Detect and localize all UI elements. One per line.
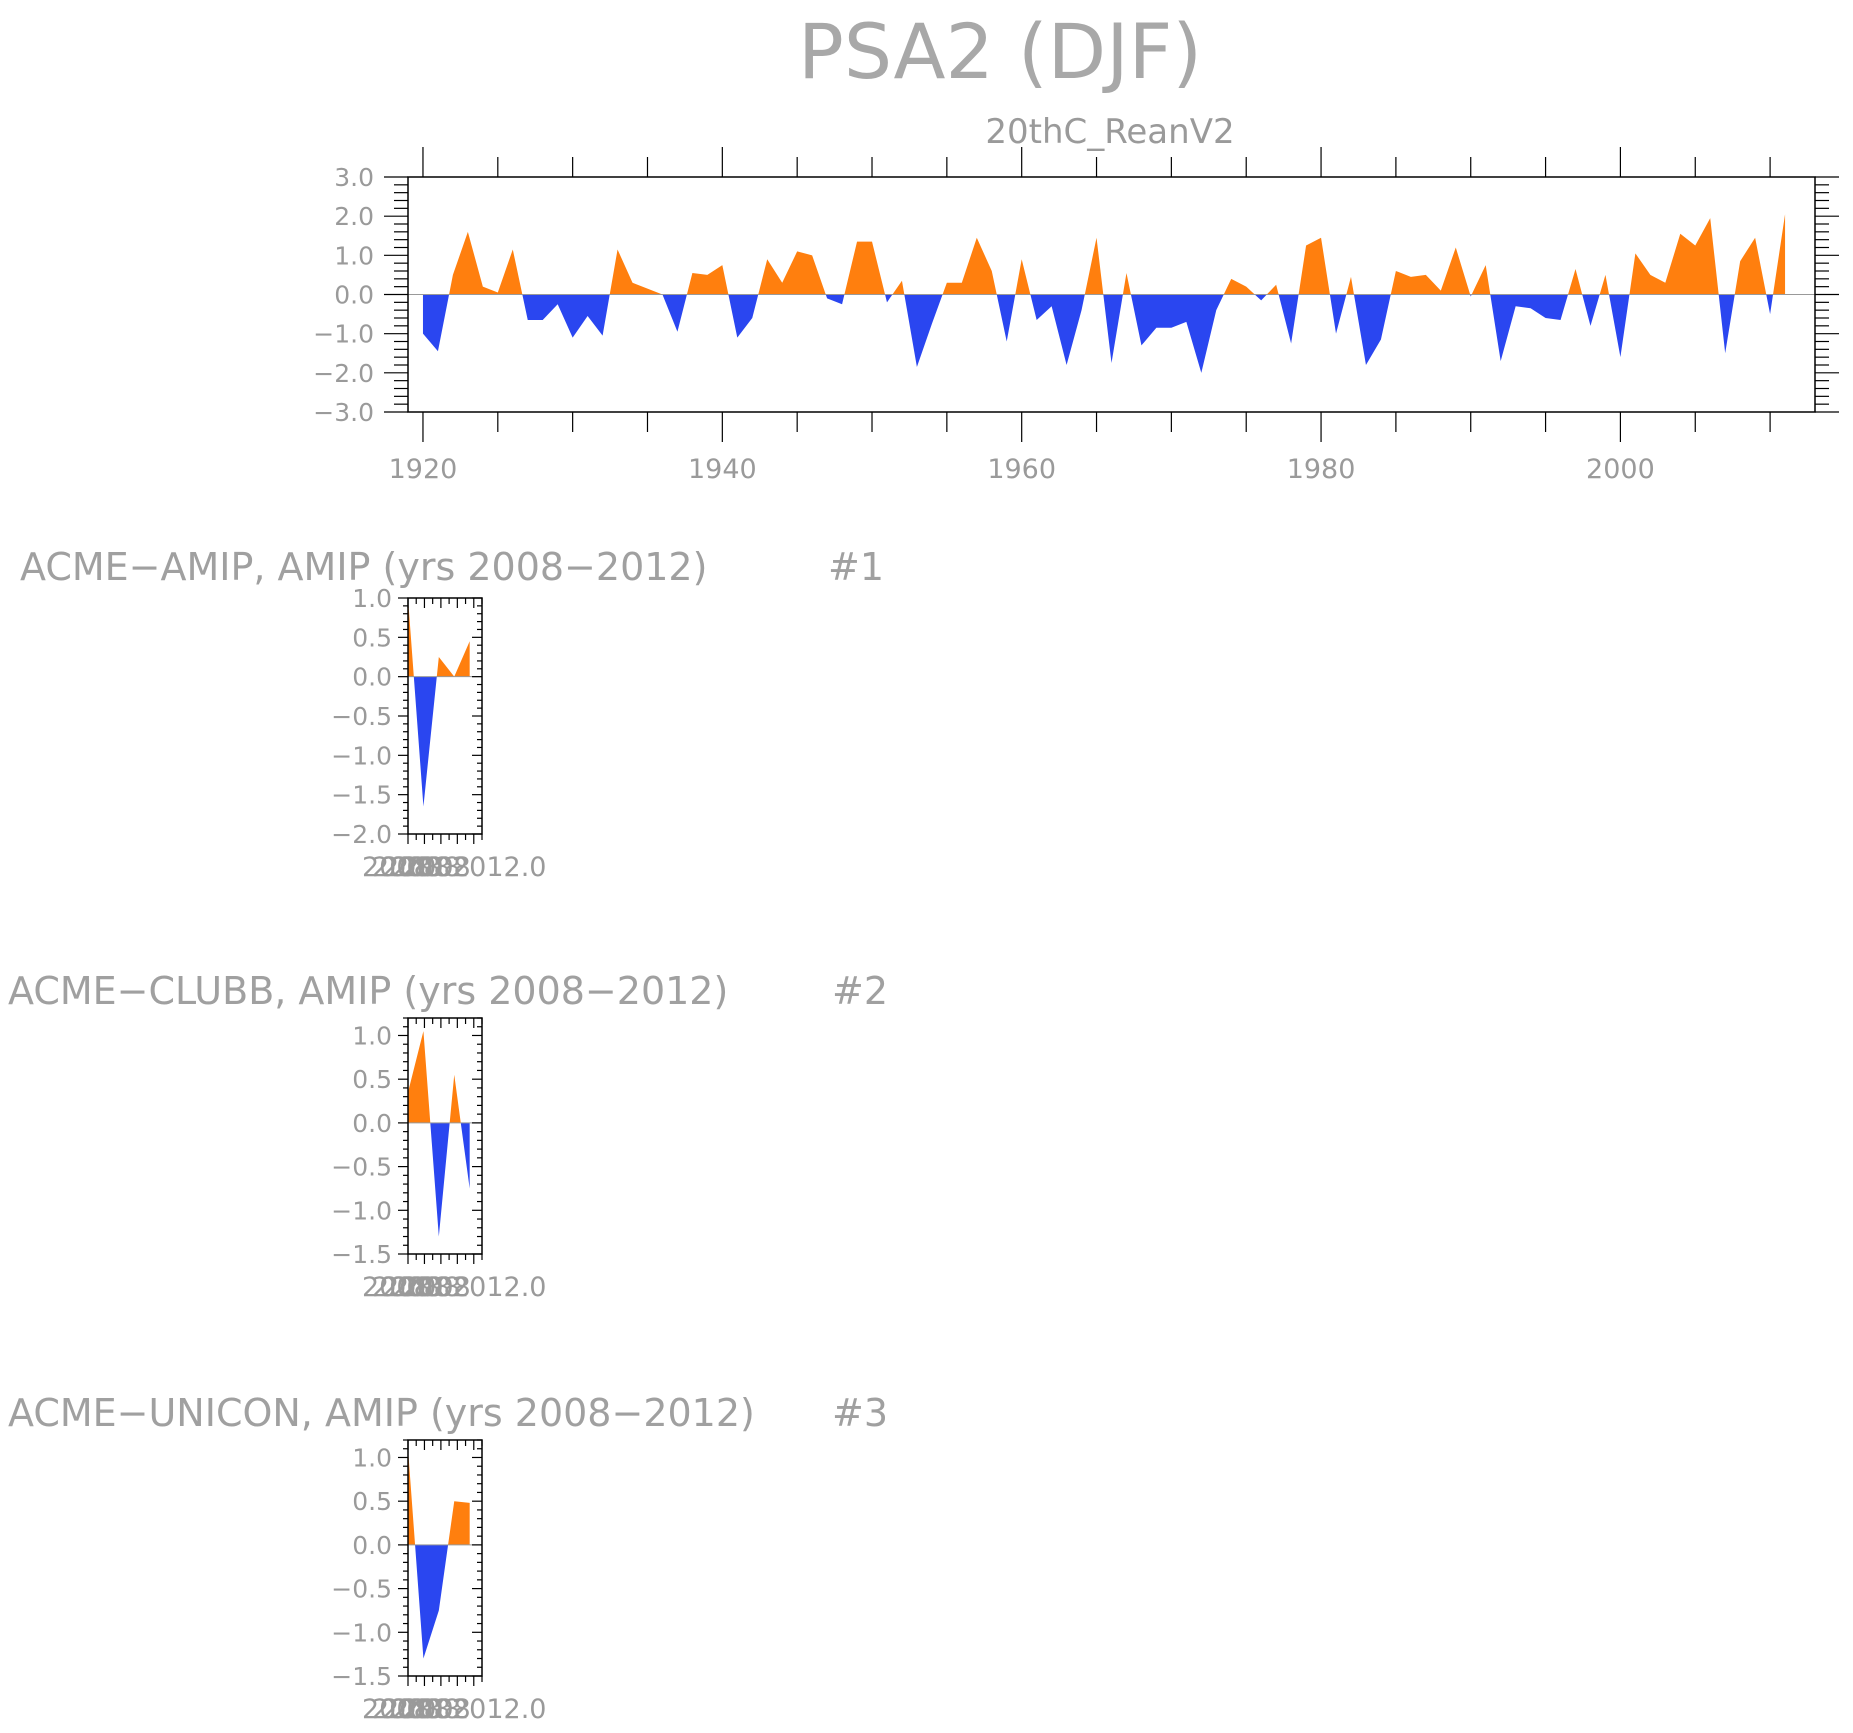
panel-acme-clubb-label: #2 bbox=[832, 969, 888, 1013]
ytick-label: 1.0 bbox=[334, 241, 374, 270]
xtick-label: 2008 bbox=[382, 1272, 451, 1303]
ytick-label: −1.5 bbox=[331, 781, 392, 810]
ytick-label: −1.5 bbox=[331, 1240, 392, 1269]
xtick-label: 2008 bbox=[402, 852, 471, 883]
ytick-label: 0.5 bbox=[352, 623, 392, 652]
xtick-label: 2008 bbox=[372, 1694, 441, 1725]
ytick-label: −1.0 bbox=[331, 741, 392, 770]
panel-acme-unicon-label: #3 bbox=[832, 1391, 888, 1435]
ytick-label: 1.0 bbox=[352, 1021, 392, 1050]
panel-reanalysis: 20thC_ReanV2 3.0 2.0 1.0 0.0 −1.0 −2.0 −3.0 192… bbox=[313, 112, 1839, 485]
ytick-label: 1.0 bbox=[352, 584, 392, 613]
xtick-label: 2008 bbox=[362, 1272, 431, 1303]
ytick-label: 0.0 bbox=[334, 281, 374, 310]
panel-2-negative-area bbox=[408, 1122, 470, 1237]
ytick-label: −0.5 bbox=[331, 1153, 392, 1182]
ytick-label: −1.5 bbox=[331, 1662, 392, 1691]
panel-acme-clubb: ACME−CLUBB, AMIP (yrs 2008−2012) #2 1.0 0… bbox=[8, 969, 888, 1303]
panel-acme-amip-title: ACME−AMIP, AMIP (yrs 2008−2012) bbox=[20, 545, 707, 589]
panel-acme-amip-label: #1 bbox=[828, 545, 884, 589]
xtick-label: 2008 bbox=[392, 1694, 461, 1725]
xtick-label: 2008 bbox=[392, 852, 461, 883]
panel-1-negative-area bbox=[408, 676, 470, 807]
panel-2-positive-area bbox=[408, 1031, 470, 1123]
xtick-label: 2008 bbox=[402, 1272, 471, 1303]
ytick-label: −1.0 bbox=[331, 1196, 392, 1225]
ytick-label: 3.0 bbox=[334, 163, 374, 192]
xtick-label: 2008 bbox=[362, 1694, 431, 1725]
main-title: PSA2 (DJF) bbox=[798, 7, 1202, 96]
ytick-label: 0.0 bbox=[352, 663, 392, 692]
panel-acme-clubb-ticks: 1.00.50.0−0.5−1.0−1.52008200820082008200… bbox=[331, 1017, 546, 1303]
ytick-label: 0.5 bbox=[352, 1487, 392, 1516]
xtick-label: 2008 bbox=[382, 1694, 451, 1725]
ytick-label: −2.0 bbox=[313, 359, 374, 388]
panel-0-positive-area bbox=[422, 214, 1786, 295]
xtick-label: 2012.0 bbox=[452, 1694, 546, 1725]
panel-acme-unicon-ticks: 1.00.50.0−0.5−1.0−1.52008200820082008200… bbox=[331, 1439, 546, 1725]
panel-acme-amip-ticks: 1.00.50.0−0.5−1.0−1.5−2.0200820082008200… bbox=[331, 584, 546, 883]
panel-reanalysis-series bbox=[422, 214, 1786, 373]
ytick-label: 0.0 bbox=[352, 1109, 392, 1138]
ytick-label: −1.0 bbox=[313, 320, 374, 349]
panel-acme-amip: ACME−AMIP, AMIP (yrs 2008−2012) #1 1.0 0.… bbox=[20, 545, 884, 883]
xtick-label: 1940 bbox=[688, 454, 757, 485]
ytick-label: 0.0 bbox=[352, 1531, 392, 1560]
ytick-label: −0.5 bbox=[331, 1575, 392, 1604]
xtick-label: 2008 bbox=[372, 852, 441, 883]
panel-acme-unicon-series bbox=[408, 1448, 470, 1659]
panel-acme-unicon-title: ACME−UNICON, AMIP (yrs 2008−2012) bbox=[8, 1391, 755, 1435]
xtick-label: 2012.0 bbox=[452, 852, 546, 883]
xtick-label: 2008 bbox=[392, 1272, 461, 1303]
panel-acme-clubb-frame bbox=[407, 1017, 483, 1255]
xtick-label: 2008 bbox=[382, 852, 451, 883]
panel-3-positive-area bbox=[408, 1448, 470, 1545]
panel-acme-amip-series bbox=[408, 598, 470, 807]
panel-reanalysis-subtitle: 20thC_ReanV2 bbox=[985, 112, 1234, 152]
panel-acme-clubb-series bbox=[408, 1031, 470, 1237]
xtick-label: 2008 bbox=[372, 1272, 441, 1303]
ytick-label: 1.0 bbox=[352, 1443, 392, 1472]
xtick-label: 2008 bbox=[362, 852, 431, 883]
panel-reanalysis-ticks: 3.0 2.0 1.0 0.0 −1.0 −2.0 −3.0 1920 1940 1960 1980… bbox=[313, 147, 1839, 485]
ytick-label: −0.5 bbox=[331, 702, 392, 731]
xtick-label: 2008 bbox=[402, 1694, 471, 1725]
xtick-label: 1920 bbox=[389, 454, 458, 485]
xtick-label: 2012.0 bbox=[452, 1272, 546, 1303]
panel-1-positive-area bbox=[408, 598, 470, 677]
xtick-label: 2000 bbox=[1586, 454, 1655, 485]
ytick-label: 0.5 bbox=[352, 1065, 392, 1094]
ytick-label: −2.0 bbox=[331, 820, 392, 849]
ytick-label: −1.0 bbox=[331, 1618, 392, 1647]
panel-acme-unicon: ACME−UNICON, AMIP (yrs 2008−2012) #3 1.0… bbox=[8, 1391, 888, 1725]
xtick-label: 1980 bbox=[1287, 454, 1356, 485]
xtick-label: 1960 bbox=[987, 454, 1056, 485]
ytick-label: 2.0 bbox=[334, 202, 374, 231]
ytick-label: −3.0 bbox=[313, 398, 374, 427]
panel-acme-unicon-frame bbox=[407, 1439, 483, 1677]
panel-0-negative-area bbox=[422, 294, 1786, 373]
panel-acme-clubb-title: ACME−CLUBB, AMIP (yrs 2008−2012) bbox=[8, 969, 728, 1013]
panel-3-negative-area bbox=[408, 1544, 470, 1659]
